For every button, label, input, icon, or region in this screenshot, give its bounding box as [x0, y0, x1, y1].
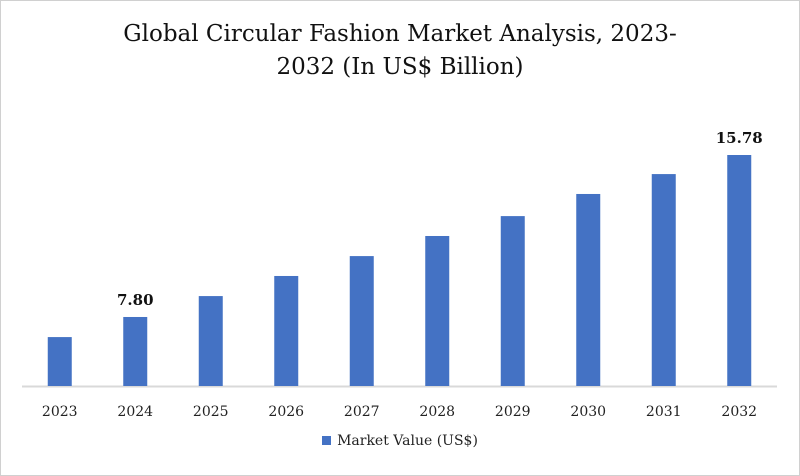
bar-2025	[198, 296, 223, 386]
chart-title-line2: 2032 (In US$ Billion)	[276, 54, 524, 80]
x-tick-label: 2024	[117, 404, 153, 420]
x-tick-label: 2029	[495, 404, 531, 420]
x-tick-label: 2030	[570, 404, 606, 420]
x-tick-label: 2026	[268, 404, 304, 420]
bar-2029	[500, 216, 525, 386]
bar-2023	[47, 337, 72, 386]
bar-2030	[576, 193, 601, 386]
x-tick-label: 2028	[419, 404, 455, 420]
x-tick-label: 2023	[42, 404, 78, 420]
x-tick-label: 2025	[193, 404, 229, 420]
x-tick-label: 2032	[721, 404, 757, 420]
legend-swatch	[322, 436, 332, 445]
bar-2028	[425, 235, 450, 386]
bar-2027	[349, 256, 374, 386]
bar-2024	[123, 316, 148, 386]
chart-title: Global Circular Fashion Market Analysis,…	[0, 18, 800, 84]
chart-title-line1: Global Circular Fashion Market Analysis,…	[123, 21, 677, 47]
bar-2026	[274, 275, 299, 386]
data-label: 7.80	[117, 291, 154, 309]
legend-label: Market Value (US$)	[337, 433, 478, 449]
x-tick-label: 2031	[646, 404, 682, 420]
legend: Market Value (US$)	[0, 433, 800, 449]
x-tick-label: 2027	[344, 404, 380, 420]
bar-2032	[727, 155, 752, 386]
data-label: 15.78	[716, 129, 763, 147]
bar-2031	[651, 174, 676, 386]
